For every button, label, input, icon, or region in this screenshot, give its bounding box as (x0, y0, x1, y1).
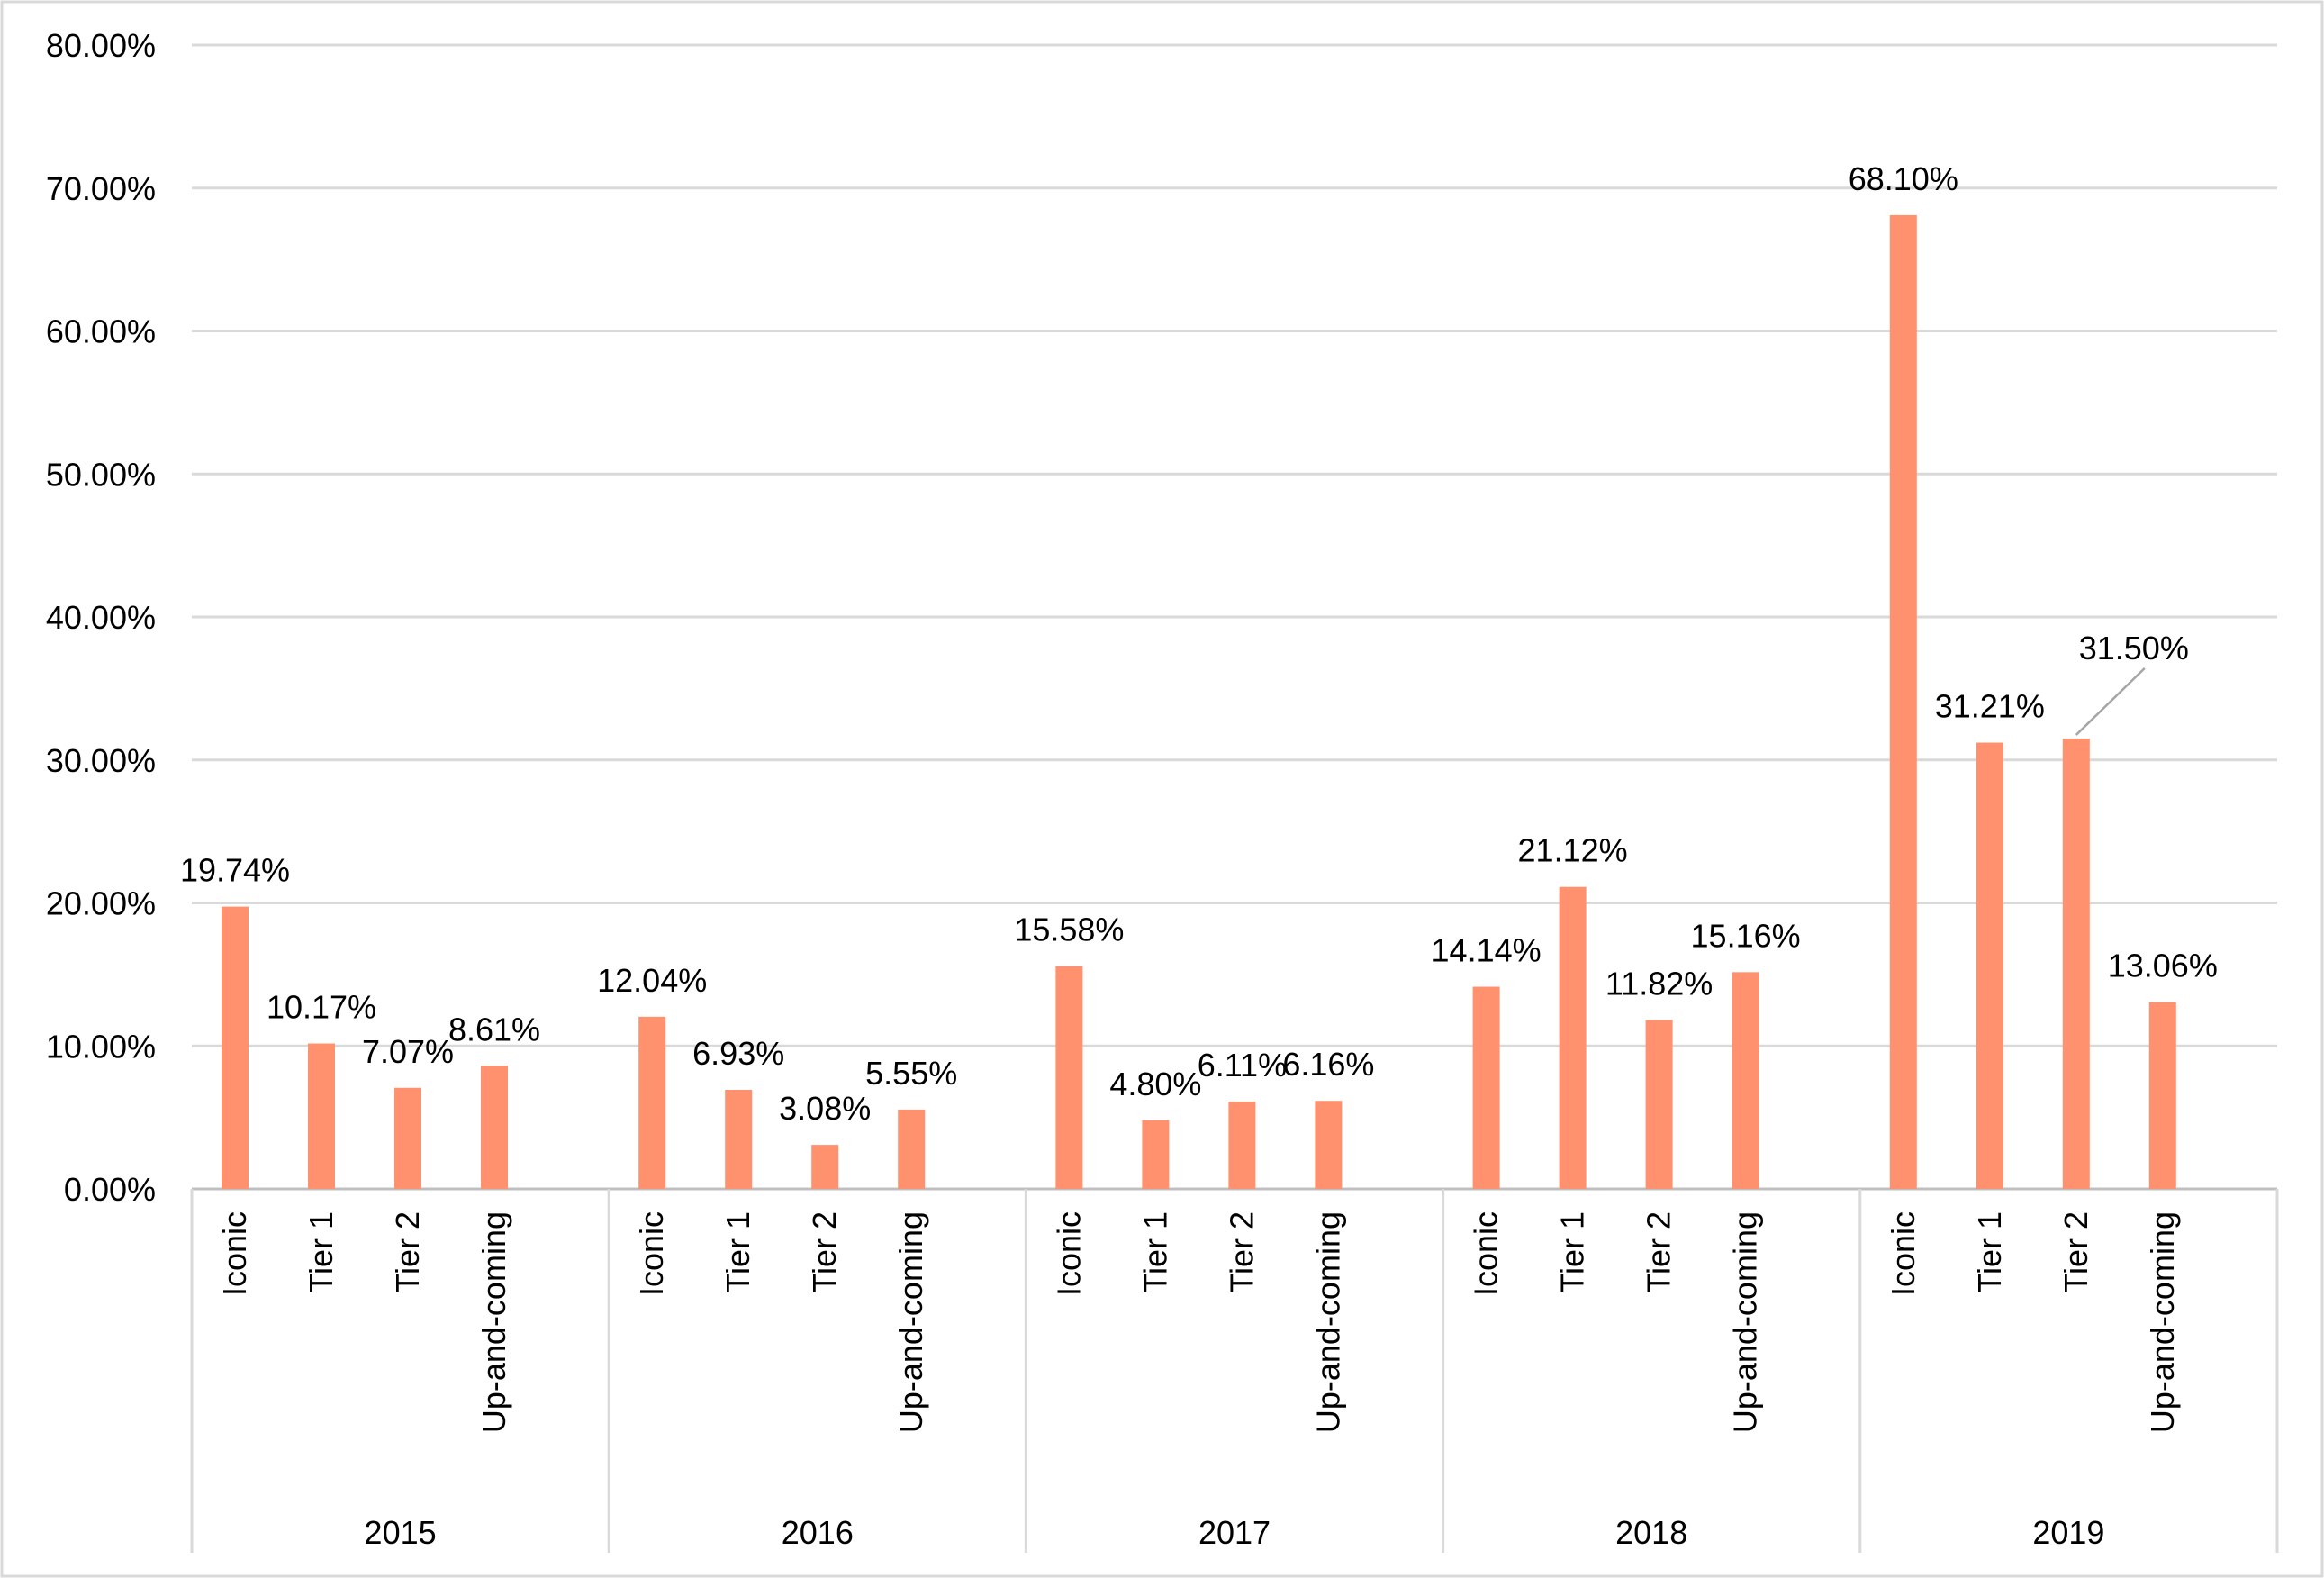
category-label: Tier 2 (389, 1211, 426, 1293)
data-label: 21.12% (1518, 832, 1628, 869)
y-tick-label: 0.00% (64, 1171, 156, 1208)
bar (1472, 986, 1500, 1189)
data-label: 8.61% (448, 1011, 540, 1047)
bar (1228, 1102, 1256, 1189)
category-label: Up-and-coming (475, 1211, 512, 1433)
category-label: Up-and-coming (892, 1211, 929, 1433)
category-label: Iconic (1468, 1211, 1505, 1296)
bar (1976, 742, 2003, 1189)
y-axis-tick-labels: 0.00% 10.00% 20.00% 30.00% 40.00% 50.00% 60.00… (46, 27, 156, 1208)
category-label: Tier 1 (719, 1211, 756, 1293)
data-label: 31.21% (1935, 688, 2045, 725)
data-label: 6.11% (1198, 1047, 1287, 1084)
bar (308, 1043, 335, 1189)
category-label: Up-and-coming (1727, 1211, 1764, 1433)
data-label: 10.17% (267, 989, 376, 1026)
y-tick-label: 50.00% (46, 456, 156, 493)
data-label: 15.16% (1691, 917, 1801, 954)
bar (1559, 886, 1587, 1189)
y-tick-label: 20.00% (46, 885, 156, 922)
category-label: Iconic (633, 1211, 670, 1296)
y-tick-label: 10.00% (46, 1028, 156, 1065)
category-label: Tier 2 (806, 1211, 843, 1293)
category-label: Tier 2 (1223, 1211, 1260, 1293)
bar (725, 1089, 753, 1189)
y-tick-label: 80.00% (46, 27, 156, 64)
data-label: 68.10% (1849, 160, 1958, 197)
category-label: Tier 1 (1554, 1211, 1591, 1293)
data-label: 7.07% (362, 1033, 454, 1070)
bar (2148, 1002, 2176, 1189)
data-label: 6.16% (1282, 1046, 1374, 1083)
data-label: 3.08% (779, 1090, 871, 1127)
category-label: Tier 2 (1641, 1211, 1677, 1293)
category-label: Tier 2 (2057, 1211, 2094, 1293)
category-label: Tier 1 (1136, 1211, 1173, 1293)
category-label: Tier 1 (303, 1211, 339, 1293)
data-label: 31.50% (2079, 630, 2189, 667)
x-axis: Iconic Tier 1 Tier 2 Up-and-coming 2015 Iconi… (190, 1189, 2279, 1553)
bar (394, 1087, 421, 1189)
category-label: Iconic (1885, 1211, 1922, 1296)
bar (1315, 1101, 1343, 1189)
data-label: 15.58% (1014, 911, 1124, 948)
y-tick-label: 60.00% (46, 313, 156, 350)
year-label: 2019 (2032, 1514, 2104, 1551)
bar (1645, 1020, 1673, 1189)
data-label: 4.80% (1109, 1066, 1201, 1102)
bar (811, 1145, 839, 1189)
bar (222, 906, 249, 1189)
bar (1732, 972, 1759, 1189)
bar (898, 1109, 926, 1189)
data-label: 19.74% (180, 852, 290, 889)
category-label: Up-and-coming (2144, 1211, 2181, 1433)
category-label: Iconic (216, 1211, 253, 1296)
category-label: Tier 1 (1971, 1211, 2008, 1293)
data-label: 13.06% (2108, 948, 2218, 984)
bar (2062, 738, 2090, 1189)
year-label: 2016 (782, 1514, 854, 1551)
data-label: 11.82% (1605, 965, 1713, 1002)
y-tick-label: 40.00% (46, 599, 156, 636)
bars (222, 214, 2176, 1190)
y-tick-label: 30.00% (46, 742, 156, 779)
data-label-leader-line (2075, 667, 2146, 736)
year-label: 2015 (365, 1514, 437, 1551)
data-label: 5.55% (865, 1055, 957, 1092)
category-label: Up-and-coming (1309, 1211, 1346, 1433)
bar (1055, 966, 1083, 1189)
year-label: 2017 (1198, 1514, 1271, 1551)
category-label: Iconic (1050, 1211, 1087, 1296)
data-label: 14.14% (1432, 932, 1542, 969)
bar (481, 1066, 508, 1189)
bar (1889, 214, 1917, 1190)
data-label: 12.04% (597, 962, 707, 999)
data-label: 6.93% (692, 1035, 784, 1072)
y-tick-label: 70.00% (46, 170, 156, 207)
gridlines (192, 43, 2277, 1191)
bar (1142, 1120, 1170, 1189)
bar (638, 1016, 666, 1189)
year-label: 2018 (1615, 1514, 1687, 1551)
data-labels: 19.74% 10.17% 7.07%8.61% 12.04% 6.93% 3.08%5.… (180, 160, 2218, 1127)
